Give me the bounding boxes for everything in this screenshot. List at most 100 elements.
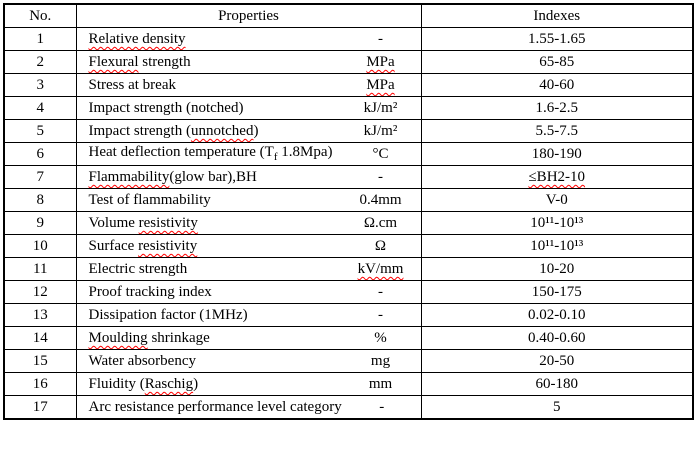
property-name: Volume resistivity xyxy=(88,214,198,231)
property-cell: Relative density - xyxy=(75,27,422,51)
index-value: 0.02-0.10 xyxy=(528,306,586,323)
no-cell: 11 xyxy=(3,257,77,281)
property-unit: kV/mm xyxy=(357,260,404,277)
property-unit: - xyxy=(378,283,383,300)
property-cell: Water absorbency mg xyxy=(75,349,422,373)
index-cell: 20-50 xyxy=(420,349,694,373)
property-name: Test of flammability xyxy=(88,191,211,208)
no-cell: 3 xyxy=(3,73,77,97)
table-row: 16 Fluidity (Raschig) mm 60-180 xyxy=(3,372,694,396)
index-cell: 65-85 xyxy=(420,50,694,74)
table-row: 8 Test of flammability 0.4mm V-0 xyxy=(3,188,694,212)
property-unit: Ω xyxy=(374,237,387,254)
property-unit: - xyxy=(378,306,383,323)
property-cell: Flexural strength MPa xyxy=(75,50,422,74)
property-name: Electric strength xyxy=(88,260,188,277)
property-cell: Electric strength kV/mm xyxy=(75,257,422,281)
table-row: 1 Relative density - 1.55-1.65 xyxy=(3,27,694,51)
index-cell: 0.02-0.10 xyxy=(420,303,694,327)
property-unit: mm xyxy=(368,375,393,392)
index-value: 10¹¹-10¹³ xyxy=(530,214,584,231)
property-name: Proof tracking index xyxy=(88,283,212,300)
no-cell: 5 xyxy=(3,119,77,143)
index-cell: ≤BH2-10 xyxy=(420,165,694,189)
index-cell: 1.6-2.5 xyxy=(420,96,694,120)
property-unit: mg xyxy=(370,352,391,369)
index-value: 10¹¹-10¹³ xyxy=(530,237,584,254)
table-row: 7 Flammability(glow bar),BH - ≤BH2-10 xyxy=(3,165,694,189)
index-cell: 5.5-7.5 xyxy=(420,119,694,143)
index-cell: V-0 xyxy=(420,188,694,212)
property-name: Fluidity (Raschig) xyxy=(88,375,199,392)
property-name: Water absorbency xyxy=(88,352,197,369)
property-cell: Fluidity (Raschig) mm xyxy=(75,372,422,396)
table-row: 5 Impact strength (unnotched) kJ/m² 5.5-7.5 xyxy=(3,119,694,143)
property-cell: Impact strength (unnotched) kJ/m² xyxy=(75,119,422,143)
property-cell: Impact strength (notched) kJ/m² xyxy=(75,96,422,120)
index-value: 1.55-1.65 xyxy=(528,30,586,47)
property-unit: °C xyxy=(372,145,389,162)
no-cell: 16 xyxy=(3,372,77,396)
property-name: Stress at break xyxy=(88,76,176,93)
property-unit: Ω.cm xyxy=(363,214,398,231)
index-cell: 10¹¹-10¹³ xyxy=(420,234,694,258)
index-cell: 180-190 xyxy=(420,142,694,166)
table-row: 12 Proof tracking index - 150-175 xyxy=(3,280,694,304)
no-cell: 13 xyxy=(3,303,77,327)
property-unit: MPa xyxy=(366,76,395,93)
property-name: Dissipation factor (1MHz) xyxy=(88,306,248,323)
table-body: 1 Relative density -1.55-1.65 2 Flexural str… xyxy=(3,27,694,420)
header-indexes: Indexes xyxy=(420,3,694,28)
no-cell: 4 xyxy=(3,96,77,120)
index-cell: 60-180 xyxy=(420,372,694,396)
no-cell: 6 xyxy=(3,142,77,166)
property-cell: Dissipation factor (1MHz) - xyxy=(75,303,422,327)
index-cell: 0.40-0.60 xyxy=(420,326,694,350)
index-cell: 1.55-1.65 xyxy=(420,27,694,51)
property-unit: - xyxy=(378,30,383,47)
property-unit: % xyxy=(374,329,387,346)
property-cell: Stress at break MPa xyxy=(75,73,422,97)
property-unit: MPa xyxy=(366,53,395,70)
table-row: 13 Dissipation factor (1MHz) - 0.02-0.10 xyxy=(3,303,694,327)
index-cell: 40-60 xyxy=(420,73,694,97)
table-row: 10 Surface resistivity Ω 10¹¹-10¹³ xyxy=(3,234,694,258)
table-row: 11 Electric strength kV/mm 10-20 xyxy=(3,257,694,281)
property-name: Arc resistance performance level categor… xyxy=(88,398,342,415)
table-row: 2 Flexural strength MPa 65-85 xyxy=(3,50,694,74)
property-cell: Surface resistivity Ω xyxy=(75,234,422,258)
property-unit: - xyxy=(378,168,383,185)
table-row: 6 Heat deflection temperature (Tf 1.8Mpa)… xyxy=(3,142,694,166)
index-value: 65-85 xyxy=(539,53,575,70)
no-cell: 14 xyxy=(3,326,77,350)
property-cell: Flammability(glow bar),BH - xyxy=(75,165,422,189)
header-row: No. Properties Indexes xyxy=(3,3,694,28)
property-cell: Test of flammability 0.4mm xyxy=(75,188,422,212)
property-unit: 0.4mm xyxy=(359,191,402,208)
index-value: 150-175 xyxy=(531,283,582,300)
property-name: Surface resistivity xyxy=(88,237,198,254)
no-cell: 2 xyxy=(3,50,77,74)
property-name: Flammability(glow bar),BH xyxy=(88,168,257,185)
index-value: 5.5-7.5 xyxy=(535,122,579,139)
index-value: 5 xyxy=(553,398,561,415)
property-name: Flexural strength xyxy=(88,53,191,70)
index-value: V-0 xyxy=(545,191,568,208)
property-cell: Moulding shrinkage% xyxy=(75,326,422,350)
property-unit: kJ/m² xyxy=(363,122,398,139)
property-name: Impact strength (notched) xyxy=(88,99,244,116)
index-cell: 150-175 xyxy=(420,280,694,304)
no-cell: 10 xyxy=(3,234,77,258)
table-row: 4 Impact strength (notched) kJ/m² 1.6-2.5 xyxy=(3,96,694,120)
index-value: 1.6-2.5 xyxy=(535,99,579,116)
table-row: 14 Moulding shrinkage% 0.40-0.60 xyxy=(3,326,694,350)
index-cell: 5 xyxy=(420,395,694,420)
no-cell: 15 xyxy=(3,349,77,373)
property-unit: kJ/m² xyxy=(363,99,398,116)
property-name: Impact strength (unnotched) xyxy=(88,122,259,139)
index-value: 40-60 xyxy=(539,76,575,93)
no-cell: 7 xyxy=(3,165,77,189)
index-value: 60-180 xyxy=(535,375,579,392)
property-cell: Proof tracking index - xyxy=(75,280,422,304)
index-value: 10-20 xyxy=(539,260,575,277)
